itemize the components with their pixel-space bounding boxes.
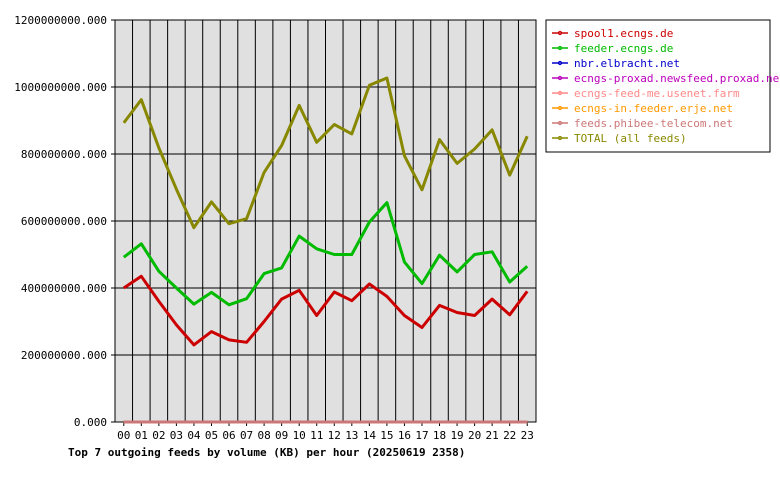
x-tick-label: 05: [205, 429, 218, 442]
series-lines: [122, 76, 529, 424]
x-tick-label: 00: [117, 429, 130, 442]
x-tick-label: 12: [328, 429, 341, 442]
x-axis-ticks: 00 01 02 03 04 05 06 07 08 09 10 11 12 13 14 15 16 17 18 19…: [117, 422, 534, 442]
x-tick-label: 09: [275, 429, 288, 442]
series-line-total-all-feeds: [122, 76, 529, 230]
legend-label: ecngs-feed-me.usenet.farm: [574, 87, 740, 100]
y-tick-label: 1200000000.000: [14, 14, 107, 27]
x-tick-label: 19: [450, 429, 463, 442]
x-tick-label: 13: [345, 429, 358, 442]
legend-marker: [557, 120, 563, 126]
legend-label: nbr.elbracht.net: [574, 57, 680, 70]
y-tick-label: 800000000.000: [21, 148, 107, 161]
y-tick-label: 0.000: [74, 416, 107, 429]
y-tick-label: 1000000000.000: [14, 81, 107, 94]
legend-marker: [557, 90, 563, 96]
legend-label: feeder.ecngs.de: [574, 42, 673, 55]
x-tick-label: 10: [293, 429, 306, 442]
legend-marker: [557, 105, 563, 111]
legend-label: ecngs-proxad.newsfeed.proxad.net: [574, 72, 780, 85]
y-tick-label: 400000000.000: [21, 282, 107, 295]
x-tick-label: 16: [398, 429, 411, 442]
x-tick-label: 17: [415, 429, 428, 442]
legend: spool1.ecngs.de feeder.ecngs.de nbr.elbrac…: [545, 19, 780, 153]
legend-label: TOTAL (all feeds): [574, 132, 687, 145]
x-tick-label: 20: [468, 429, 481, 442]
legend-marker: [557, 30, 563, 36]
x-tick-label: 07: [240, 429, 253, 442]
x-tick-label: 08: [257, 429, 270, 442]
chart-title: Top 7 outgoing feeds by volume (KB) per …: [68, 446, 465, 459]
series-line-spool1-ecngs-de: [122, 274, 529, 347]
x-tick-label: 01: [135, 429, 148, 442]
x-tick-label: 22: [503, 429, 516, 442]
series-line-feeder-ecngs-de: [122, 201, 529, 307]
grid-lines: [115, 19, 536, 423]
legend-label: spool1.ecngs.de: [574, 27, 673, 40]
x-tick-label: 06: [222, 429, 235, 442]
y-tick-label: 200000000.000: [21, 349, 107, 362]
legend-marker: [557, 60, 563, 66]
x-tick-label: 21: [486, 429, 499, 442]
x-tick-label: 23: [521, 429, 534, 442]
x-tick-label: 18: [433, 429, 446, 442]
legend-marker: [557, 75, 563, 81]
legend-label: ecngs-in.feeder.erje.net: [574, 102, 733, 115]
y-tick-label: 600000000.000: [21, 215, 107, 228]
x-tick-label: 03: [170, 429, 183, 442]
x-tick-label: 15: [380, 429, 393, 442]
legend-marker: [557, 135, 563, 141]
x-tick-label: 02: [152, 429, 165, 442]
legend-marker: [557, 45, 563, 51]
legend-box: [545, 19, 771, 153]
x-tick-label: 14: [363, 429, 377, 442]
y-axis-ticks: 0.000 200000000.000 400000000.000 600000000…: [14, 14, 115, 429]
x-tick-label: 11: [310, 429, 323, 442]
legend-label: feeds.phibee-telecom.net: [574, 117, 733, 130]
x-tick-label: 04: [187, 429, 201, 442]
